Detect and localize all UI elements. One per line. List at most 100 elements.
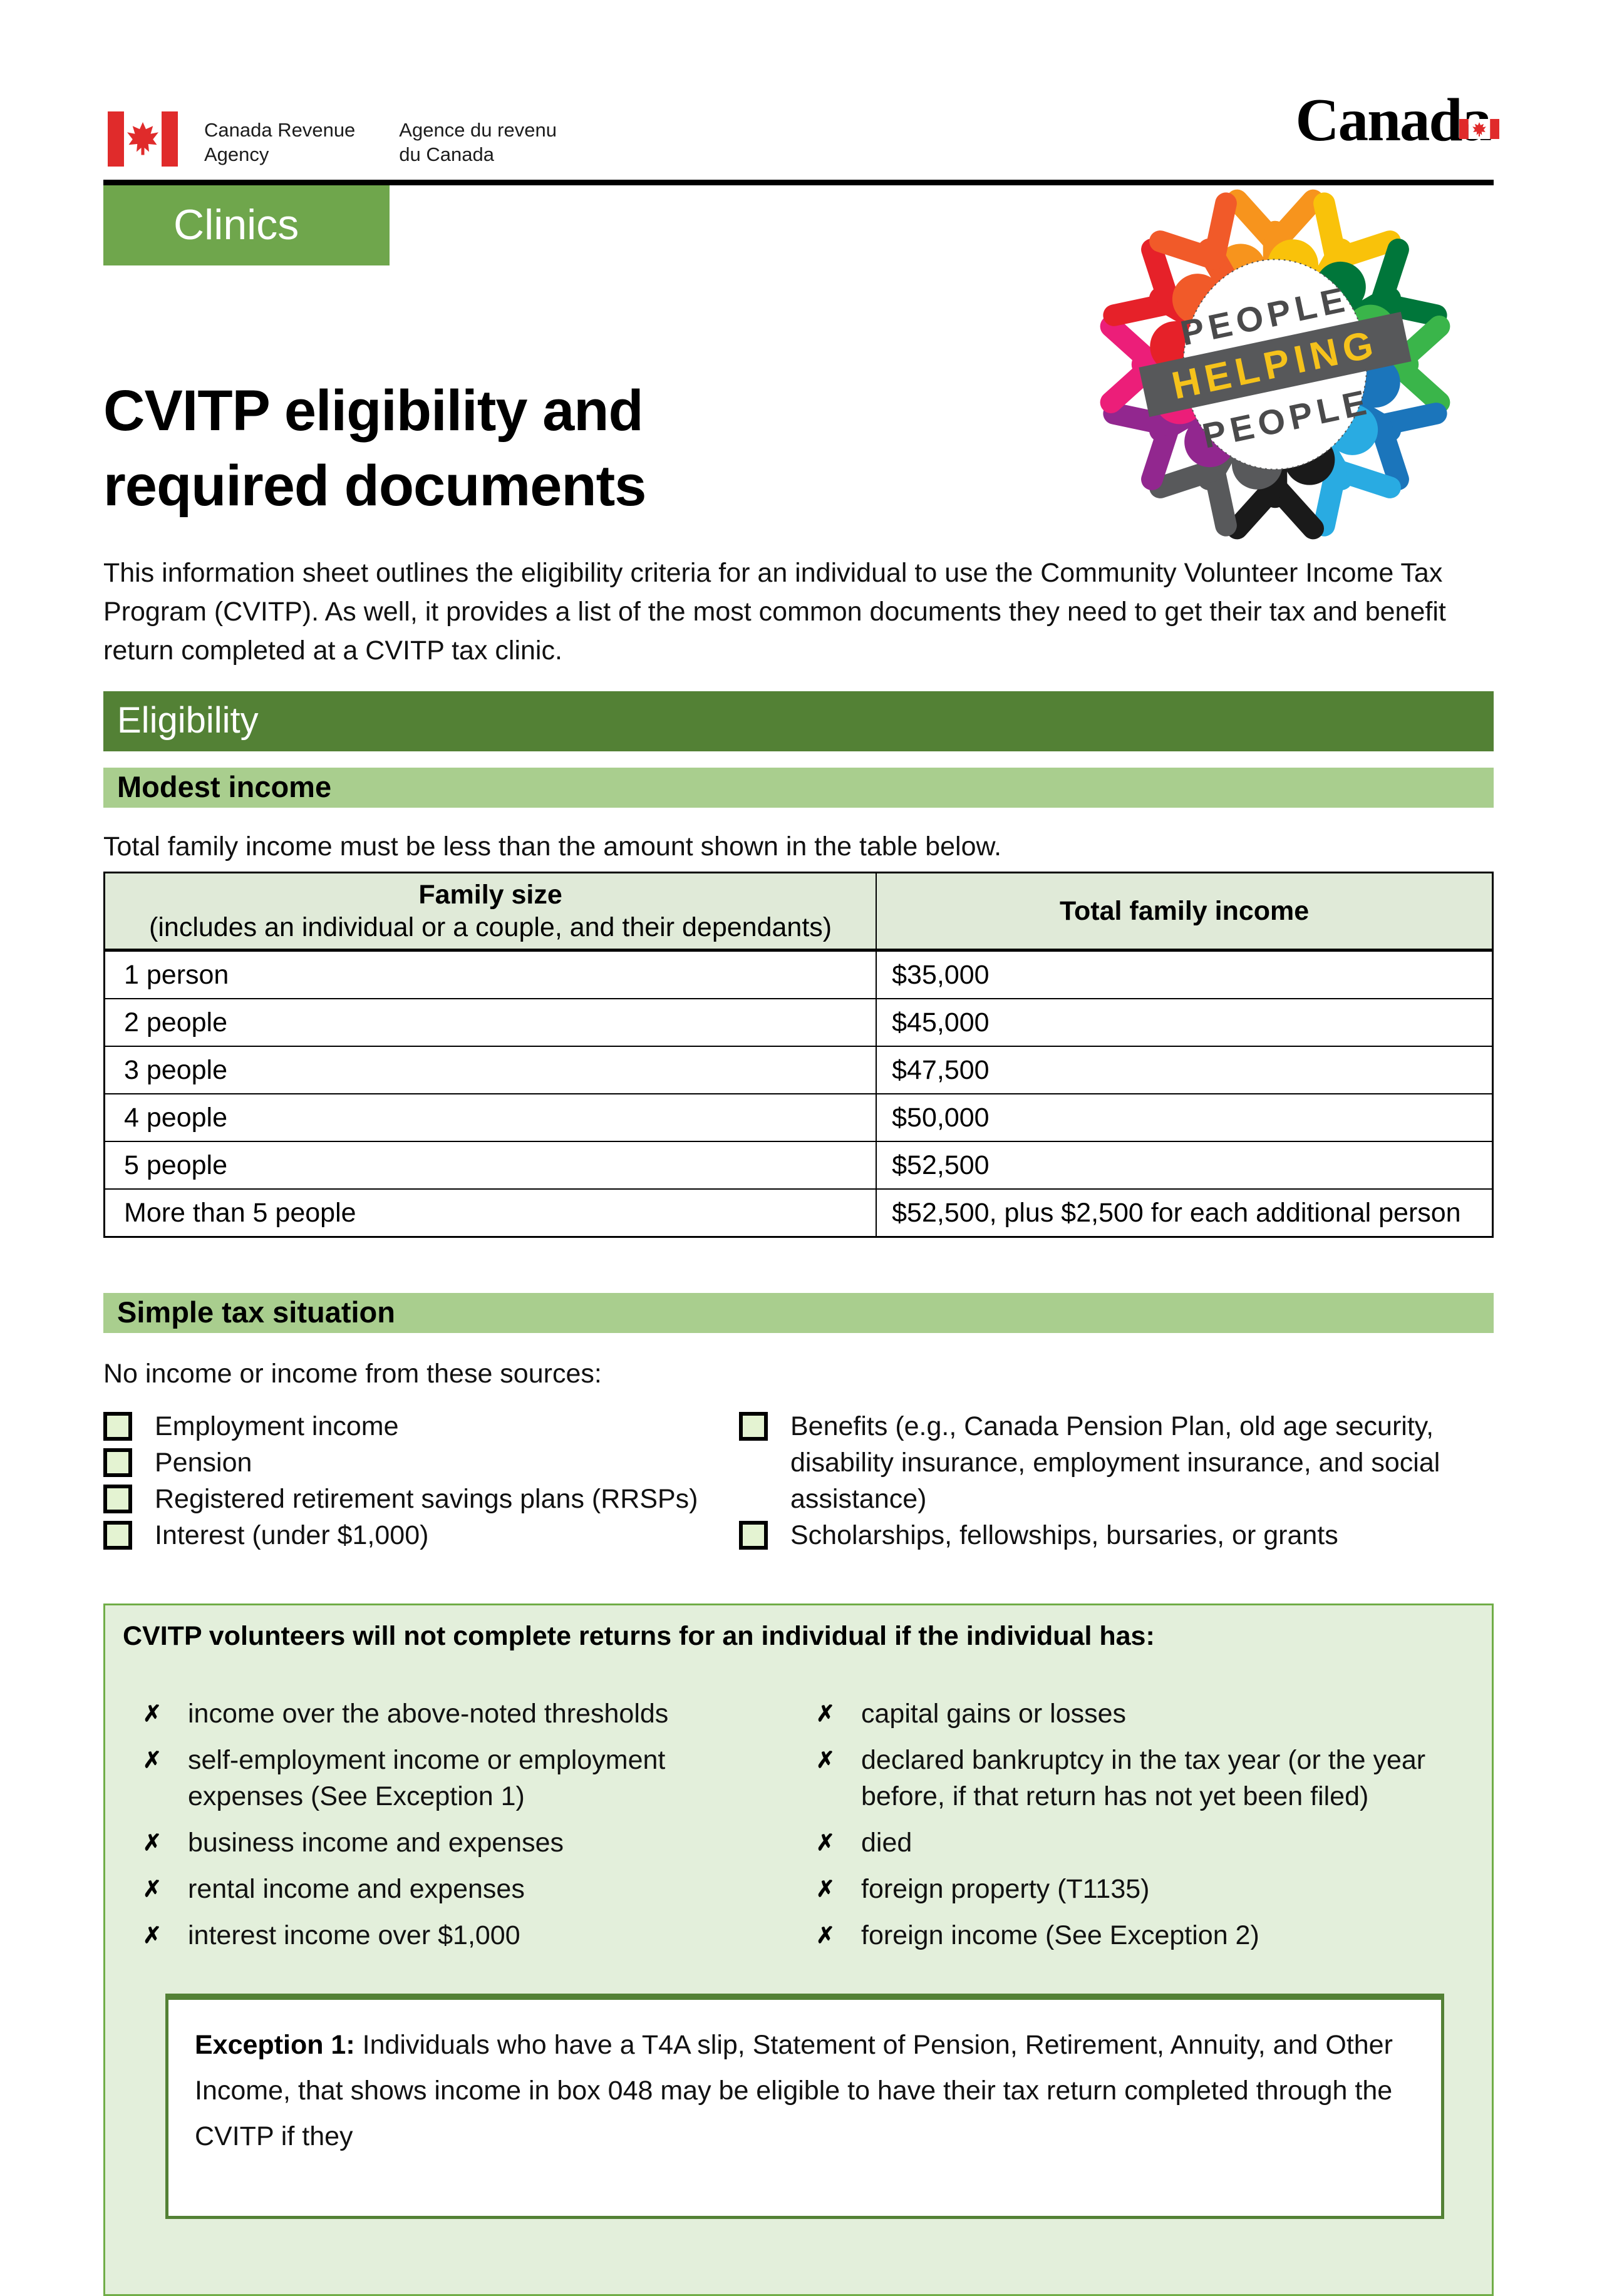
income-cell: $45,000 [876, 998, 1494, 1047]
family-size-cell: 3 people [103, 1046, 877, 1094]
family-size-cell: More than 5 people [103, 1188, 877, 1238]
table-row: 2 people $45,000 [103, 998, 1494, 1047]
subsection-heading-simple-tax: Simple tax situation [103, 1293, 1494, 1333]
income-cell: $47,500 [876, 1046, 1494, 1094]
checkbox-icon [103, 1485, 132, 1513]
exclusion-item: ✗ died [816, 1825, 1474, 1861]
exclusion-item-label: income over the above-noted thresholds [188, 1699, 669, 1729]
exclusion-item: ✗ capital gains or losses [816, 1696, 1474, 1732]
clinics-banner: Clinics [103, 185, 390, 265]
x-mark-icon: ✗ [816, 1701, 835, 1726]
total-income-header: Total family income [876, 872, 1494, 952]
exclusion-item-label: died [861, 1828, 912, 1858]
people-helping-people-logo: PEOPLE HELPING PEOPLE [1091, 183, 1459, 545]
modest-income-intro: Total family income must be less than th… [103, 831, 1002, 862]
checklist-item: Registered retirement savings plans (RRS… [103, 1481, 739, 1517]
checkbox-icon [103, 1521, 132, 1550]
x-mark-icon: ✗ [143, 1922, 162, 1948]
subsection-heading-modest-income: Modest income [103, 768, 1494, 808]
canada-wordmark: Canada [1295, 86, 1499, 153]
x-mark-icon: ✗ [143, 1701, 162, 1726]
family-size-cell: 5 people [103, 1141, 877, 1190]
exclusion-item: ✗ foreign property (T1135) [816, 1871, 1474, 1907]
x-mark-icon: ✗ [143, 1830, 162, 1855]
simple-tax-intro: No income or income from these sources: [103, 1359, 602, 1389]
checkbox-icon [103, 1412, 132, 1441]
exclusion-item: ✗ income over the above-noted thresholds [143, 1696, 816, 1732]
exclusion-item-label: foreign property (T1135) [861, 1874, 1150, 1904]
dept-name-en: Canada Revenue Agency [204, 119, 356, 165]
checklist-item: Pension [103, 1444, 739, 1481]
x-mark-icon: ✗ [143, 1876, 162, 1902]
income-cell: $35,000 [876, 949, 1494, 999]
canada-wordmark-text: Canada [1295, 86, 1492, 153]
exclusion-item: ✗ declared bankruptcy in the tax year (o… [816, 1742, 1474, 1815]
department-names: Canada Revenue Agency Agence du revenu d… [204, 118, 557, 167]
exclusions-box: CVITP volunteers will not complete retur… [103, 1604, 1494, 2296]
exclusions-box-title: CVITP volunteers will not complete retur… [123, 1621, 1155, 1651]
table-header-row: Family size (includes an individual or a… [103, 872, 1494, 952]
income-table-body: 1 person $35,000 2 people $45,000 3 peop… [103, 949, 1494, 1238]
checklist-item-label: Employment income [155, 1411, 399, 1441]
checklist-item-label: Interest (under $1,000) [155, 1520, 429, 1550]
checklist-item: Benefits (e.g., Canada Pension Plan, old… [739, 1408, 1494, 1517]
x-mark-icon: ✗ [816, 1922, 835, 1948]
family-size-cell: 2 people [103, 998, 877, 1047]
header-divider [103, 180, 1494, 185]
checkbox-icon [103, 1448, 132, 1477]
exclusion-item: ✗ self-employment income or employment e… [143, 1742, 816, 1815]
income-cell: $52,500 [876, 1141, 1494, 1190]
family-size-header-sub: (includes an individual or a couple, and… [149, 912, 832, 942]
cra-signature: Canada Revenue Agency Agence du revenu d… [108, 111, 557, 167]
income-cell: $52,500, plus $2,500 for each additional… [876, 1188, 1494, 1238]
table-row: 1 person $35,000 [103, 949, 1494, 999]
family-size-cell: 4 people [103, 1093, 877, 1142]
intro-paragraph: This information sheet outlines the elig… [103, 558, 1446, 666]
checklist-item: Interest (under $1,000) [103, 1517, 739, 1553]
exclusion-item-label: business income and expenses [188, 1828, 564, 1858]
family-size-cell: 1 person [103, 949, 877, 999]
income-sources-checklist: Employment income Pension Registered ret… [103, 1408, 1494, 1553]
exception-1-label: Exception 1: [195, 2030, 355, 2060]
page: { "header": { "dept_en": "Canada Revenue… [103, 86, 1499, 2296]
table-row: 5 people $52,500 [103, 1141, 1494, 1190]
checklist-item: Scholarships, fellowships, bursaries, or… [739, 1517, 1494, 1553]
x-mark-icon: ✗ [816, 1747, 835, 1773]
exclusions-list: ✗ income over the above-noted thresholds… [123, 1696, 1474, 1964]
exclusion-item-label: self-employment income or employment exp… [188, 1745, 666, 1811]
exclusion-item-label: foreign income (See Exception 2) [861, 1920, 1259, 1950]
income-cell: $50,000 [876, 1093, 1494, 1142]
exclusion-item-label: capital gains or losses [861, 1699, 1127, 1729]
checkbox-icon [739, 1521, 768, 1550]
family-size-header-main: Family size [418, 880, 562, 910]
page-title-line: required documents [103, 454, 646, 518]
exclusion-item-label: interest income over $1,000 [188, 1920, 520, 1950]
exception-1-box: Exception 1: Individuals who have a T4A … [165, 1994, 1444, 2219]
exclusion-item: ✗ rental income and expenses [143, 1871, 816, 1907]
exclusions-right-column: ✗ capital gains or losses ✗ declared ban… [816, 1696, 1474, 1964]
page-title: CVITP eligibility and required documents [103, 373, 1080, 523]
checklist-item-label: Pension [155, 1448, 252, 1478]
section-heading-eligibility: Eligibility [103, 691, 1494, 751]
checklist-item-label: Registered retirement savings plans (RRS… [155, 1484, 698, 1514]
table-row: More than 5 people $52,500, plus $2,500 … [103, 1188, 1494, 1238]
table-row: 3 people $47,500 [103, 1046, 1494, 1094]
total-income-header-main: Total family income [1059, 896, 1310, 926]
document-body: CVITP eligibility and required documents … [103, 265, 1494, 2296]
x-mark-icon: ✗ [143, 1747, 162, 1773]
checklist-right-column: Benefits (e.g., Canada Pension Plan, old… [739, 1408, 1494, 1553]
exclusion-item: ✗ interest income over $1,000 [143, 1917, 816, 1954]
checklist-left-column: Employment income Pension Registered ret… [103, 1408, 739, 1553]
wordmark-flag-icon [1459, 88, 1499, 150]
checkbox-icon [739, 1412, 768, 1441]
exclusion-item-label: declared bankruptcy in the tax year (or … [861, 1745, 1426, 1811]
x-mark-icon: ✗ [816, 1876, 835, 1902]
exception-1-text: Individuals who have a T4A slip, Stateme… [195, 2030, 1393, 2151]
exclusion-item: ✗ business income and expenses [143, 1825, 816, 1861]
income-threshold-table: Family size (includes an individual or a… [103, 872, 1494, 1238]
exclusion-item: ✗ foreign income (See Exception 2) [816, 1917, 1474, 1954]
page-title-line: CVITP eligibility and [103, 379, 644, 443]
canada-flag-icon [108, 111, 178, 167]
exclusion-item-label: rental income and expenses [188, 1874, 525, 1904]
table-row: 4 people $50,000 [103, 1093, 1494, 1142]
